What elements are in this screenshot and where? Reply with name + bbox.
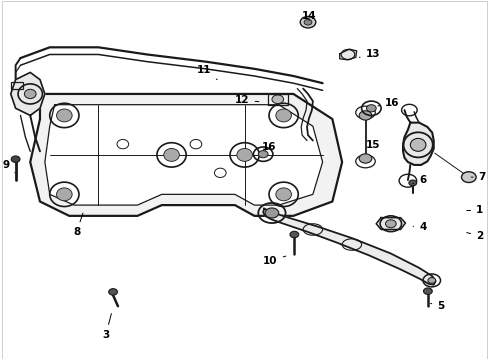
- Ellipse shape: [236, 148, 252, 161]
- Text: 13: 13: [359, 49, 379, 59]
- Ellipse shape: [409, 138, 425, 151]
- Ellipse shape: [461, 172, 475, 183]
- Ellipse shape: [108, 289, 117, 295]
- Text: 4: 4: [412, 222, 426, 232]
- Polygon shape: [402, 123, 433, 165]
- Polygon shape: [375, 218, 405, 229]
- Ellipse shape: [358, 111, 371, 120]
- Ellipse shape: [264, 208, 278, 218]
- Polygon shape: [30, 94, 342, 216]
- Ellipse shape: [358, 154, 371, 163]
- Text: 16: 16: [261, 142, 276, 152]
- Polygon shape: [339, 49, 356, 60]
- Text: 9: 9: [2, 160, 15, 173]
- Ellipse shape: [366, 105, 375, 112]
- Ellipse shape: [304, 19, 311, 25]
- Text: 5: 5: [429, 301, 444, 311]
- Text: 8: 8: [73, 213, 83, 237]
- Text: 1: 1: [466, 206, 482, 216]
- Ellipse shape: [258, 150, 267, 158]
- Ellipse shape: [24, 89, 36, 99]
- Text: 7: 7: [470, 172, 485, 182]
- Text: 14: 14: [302, 11, 316, 21]
- Text: 2: 2: [466, 231, 482, 240]
- Polygon shape: [11, 72, 45, 116]
- Text: 16: 16: [377, 98, 399, 108]
- Ellipse shape: [300, 17, 315, 28]
- Ellipse shape: [275, 109, 291, 122]
- Ellipse shape: [163, 148, 179, 161]
- Ellipse shape: [11, 156, 20, 162]
- Text: 11: 11: [197, 64, 217, 80]
- Text: 15: 15: [365, 140, 379, 150]
- Ellipse shape: [423, 288, 431, 294]
- Text: 6: 6: [412, 175, 426, 185]
- Ellipse shape: [57, 188, 72, 201]
- Text: 10: 10: [263, 256, 285, 266]
- Polygon shape: [263, 209, 435, 285]
- Text: 3: 3: [102, 314, 111, 340]
- Text: 12: 12: [235, 95, 259, 105]
- Bar: [267, 94, 287, 105]
- Ellipse shape: [275, 188, 291, 201]
- Ellipse shape: [289, 231, 298, 238]
- Ellipse shape: [385, 220, 395, 228]
- Ellipse shape: [57, 109, 72, 122]
- Bar: [11, 82, 23, 89]
- Ellipse shape: [271, 95, 283, 104]
- Polygon shape: [45, 105, 322, 205]
- Ellipse shape: [408, 180, 416, 186]
- Ellipse shape: [427, 278, 435, 283]
